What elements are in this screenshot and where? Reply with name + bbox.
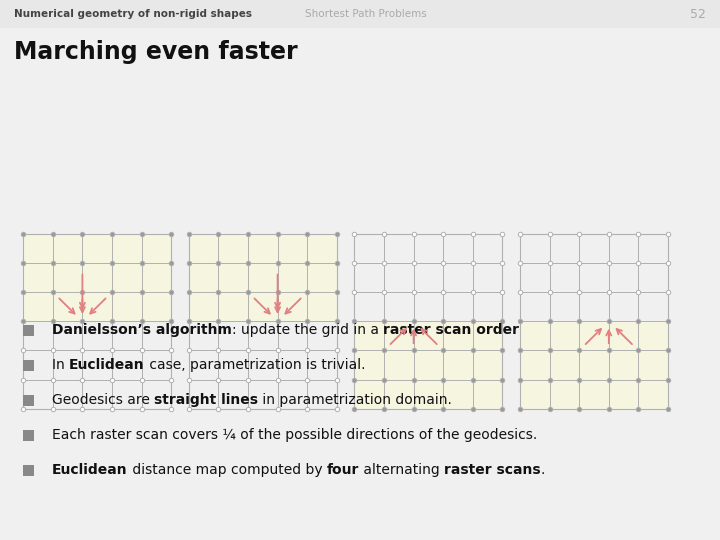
Bar xyxy=(354,321,503,409)
Text: Marching even faster: Marching even faster xyxy=(14,40,297,64)
Text: four: four xyxy=(327,463,359,477)
Bar xyxy=(23,464,34,476)
Bar xyxy=(520,321,668,409)
Bar xyxy=(354,234,503,409)
Text: Euclidean: Euclidean xyxy=(69,358,145,372)
Bar xyxy=(0,0,720,28)
Bar xyxy=(23,429,34,441)
Text: Danielsson’s algorithm: Danielsson’s algorithm xyxy=(52,323,232,337)
Text: Shortest Path Problems: Shortest Path Problems xyxy=(305,9,427,19)
Text: In: In xyxy=(52,358,69,372)
Text: .: . xyxy=(541,463,545,477)
Text: 52: 52 xyxy=(690,8,706,21)
Text: in parametrization domain.: in parametrization domain. xyxy=(258,393,452,407)
Text: raster scans: raster scans xyxy=(444,463,541,477)
Bar xyxy=(189,234,337,409)
Text: straight lines: straight lines xyxy=(154,393,258,407)
Text: raster scan order: raster scan order xyxy=(383,323,519,337)
Text: : update the grid in a: : update the grid in a xyxy=(232,323,383,337)
Text: alternating: alternating xyxy=(359,463,444,477)
Text: Numerical geometry of non-rigid shapes: Numerical geometry of non-rigid shapes xyxy=(14,9,252,19)
Text: distance map computed by: distance map computed by xyxy=(127,463,327,477)
Text: case, parametrization is trivial.: case, parametrization is trivial. xyxy=(145,358,365,372)
Text: Euclidean: Euclidean xyxy=(52,463,127,477)
Text: Geodesics are: Geodesics are xyxy=(52,393,154,407)
Text: Each raster scan covers ¼ of the possible directions of the geodesics.: Each raster scan covers ¼ of the possibl… xyxy=(52,428,537,442)
Bar xyxy=(520,234,668,409)
Bar xyxy=(189,234,337,321)
Bar xyxy=(23,234,171,321)
Bar xyxy=(23,360,34,370)
Bar xyxy=(23,395,34,406)
Bar xyxy=(23,325,34,335)
Bar xyxy=(23,234,171,409)
